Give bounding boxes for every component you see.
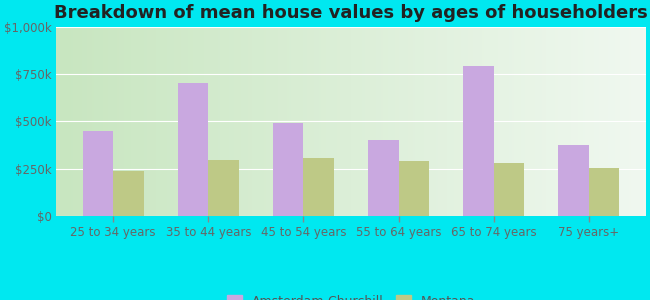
Bar <box>558 145 589 216</box>
Bar <box>113 172 144 216</box>
Bar <box>208 160 239 216</box>
Bar <box>273 123 304 216</box>
Bar <box>178 83 208 216</box>
Bar <box>83 131 113 216</box>
Bar <box>463 66 493 216</box>
Bar <box>398 161 429 216</box>
Legend: Amsterdam-Churchill, Montana: Amsterdam-Churchill, Montana <box>227 295 475 300</box>
Bar <box>304 158 334 216</box>
Bar <box>589 168 619 216</box>
Bar <box>493 163 524 216</box>
Title: Breakdown of mean house values by ages of householders: Breakdown of mean house values by ages o… <box>54 4 648 22</box>
Bar <box>368 140 398 216</box>
